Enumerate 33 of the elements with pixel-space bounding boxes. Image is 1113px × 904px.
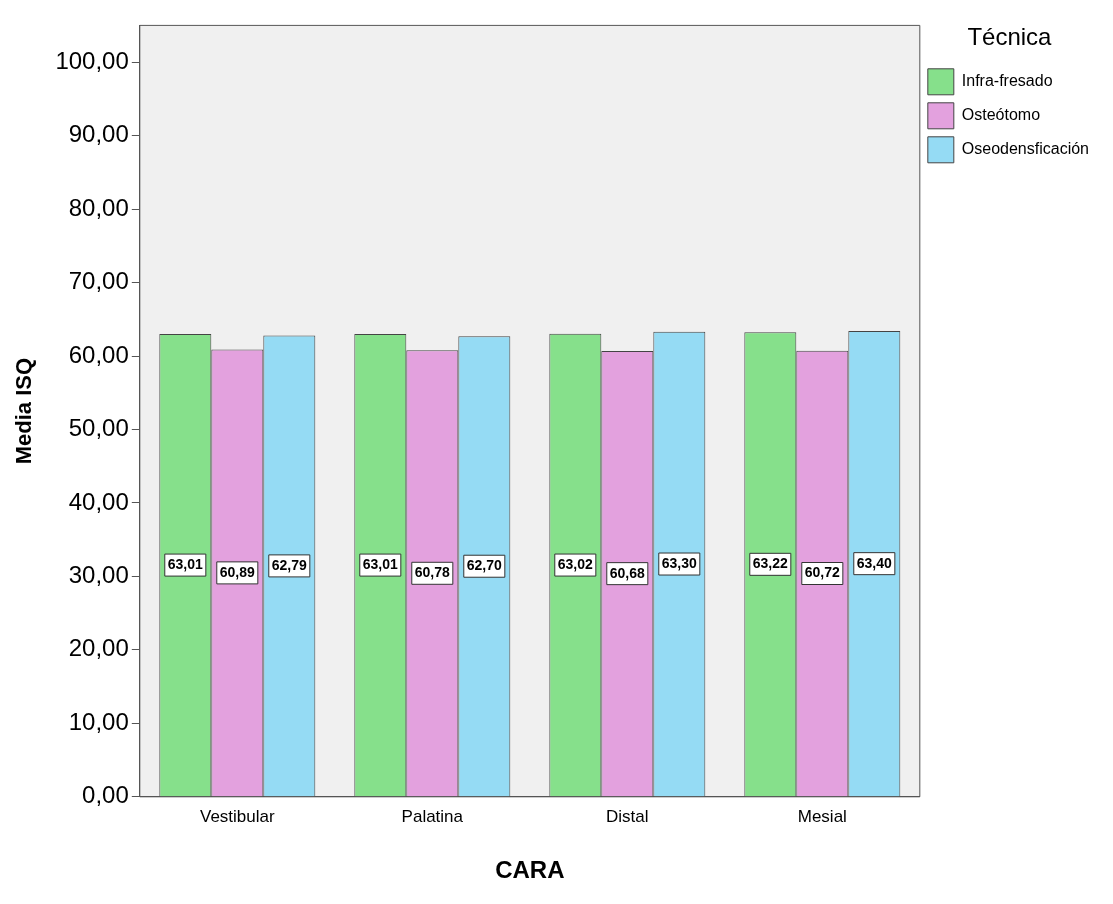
data-label: 60,68 — [609, 564, 646, 581]
y-tick-label: 20,00 — [68, 634, 129, 662]
data-label: 63,40 — [856, 554, 893, 571]
x-tick-label: Mesial — [797, 806, 847, 826]
legend-title: Técnica — [967, 22, 1053, 50]
y-tick-label: 10,00 — [68, 707, 129, 735]
data-label: 63,30 — [661, 554, 698, 571]
data-label: 60,89 — [219, 563, 256, 580]
data-label: 60,78 — [414, 564, 451, 581]
y-tick-label: 60,00 — [68, 340, 129, 368]
y-tick-label: 90,00 — [68, 120, 129, 148]
y-tick-label: 30,00 — [68, 561, 129, 589]
data-label: 63,22 — [752, 555, 789, 572]
y-tick-label: 70,00 — [68, 267, 129, 295]
x-axis-title: CARA — [495, 856, 565, 884]
data-label: 60,72 — [804, 564, 841, 581]
data-label: 62,79 — [271, 556, 308, 573]
data-label: 63,02 — [557, 555, 594, 572]
legend-label: Oseodensficación — [961, 140, 1089, 158]
y-axis-title: Media ISQ — [11, 357, 37, 465]
legend-label: Infra-fresado — [961, 72, 1053, 90]
x-tick-label: Distal — [606, 806, 649, 826]
y-tick-label: 0,00 — [82, 781, 129, 809]
data-label: 63,01 — [167, 555, 204, 572]
legend-label: Osteótomo — [961, 106, 1041, 124]
data-label: 62,70 — [466, 557, 503, 574]
x-tick-label: Palatina — [401, 806, 464, 826]
data-label: 63,01 — [362, 555, 399, 572]
y-tick-label: 50,00 — [68, 414, 129, 442]
y-tick-label: 40,00 — [68, 487, 129, 515]
y-tick-label: 100,00 — [55, 46, 129, 74]
y-tick-label: 80,00 — [68, 193, 129, 221]
x-tick-label: Vestibular — [199, 806, 275, 826]
